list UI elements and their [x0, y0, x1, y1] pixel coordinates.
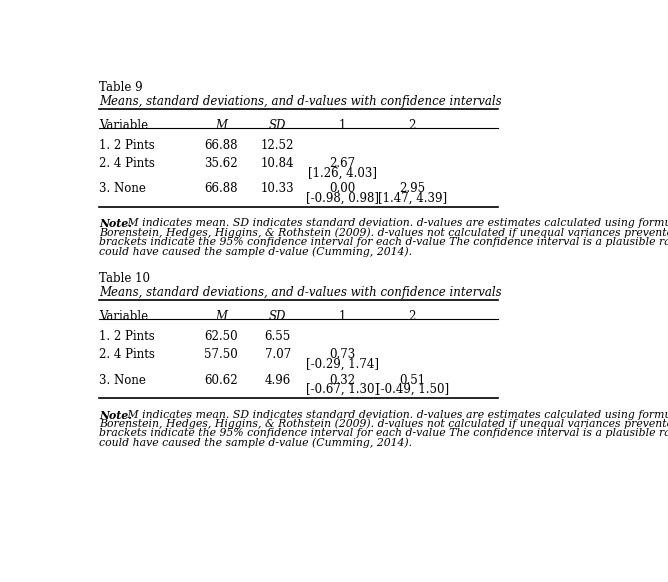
Text: 3. None: 3. None [99, 374, 146, 386]
Text: M: M [214, 310, 226, 323]
Text: M indicates mean. SD indicates standard deviation. d-values are estimates calcul: M indicates mean. SD indicates standard … [124, 218, 668, 229]
Text: 10.33: 10.33 [261, 183, 295, 196]
Text: [1.26, 4.03]: [1.26, 4.03] [308, 166, 377, 179]
Text: Means, standard deviations, and d-values with confidence intervals: Means, standard deviations, and d-values… [99, 286, 502, 300]
Text: 35.62: 35.62 [204, 157, 238, 170]
Text: brackets indicate the 95% confidence interval for each d-value The confidence in: brackets indicate the 95% confidence int… [99, 428, 668, 438]
Text: 1. 2 Pints: 1. 2 Pints [99, 139, 155, 152]
Text: [-0.67, 1.30]: [-0.67, 1.30] [306, 383, 379, 396]
Text: 2. 4 Pints: 2. 4 Pints [99, 157, 155, 170]
Text: could have caused the sample d-value (Cumming, 2014).: could have caused the sample d-value (Cu… [99, 246, 412, 257]
Text: Variable: Variable [99, 119, 148, 132]
Text: 2.95: 2.95 [399, 183, 426, 196]
Text: Table 10: Table 10 [99, 272, 150, 285]
Text: [-0.49, 1.50]: [-0.49, 1.50] [375, 383, 449, 396]
Text: Borenstein, Hedges, Higgins, & Rothstein (2009). d-values not calculated if uneq: Borenstein, Hedges, Higgins, & Rothstein… [99, 228, 668, 239]
Text: 60.62: 60.62 [204, 374, 238, 386]
Text: 4.96: 4.96 [265, 374, 291, 386]
Text: 2. 4 Pints: 2. 4 Pints [99, 348, 155, 361]
Text: Variable: Variable [99, 310, 148, 323]
Text: 57.50: 57.50 [204, 348, 238, 361]
Text: 62.50: 62.50 [204, 331, 238, 343]
Text: [-0.98, 0.98]: [-0.98, 0.98] [306, 192, 379, 205]
Text: [-0.29, 1.74]: [-0.29, 1.74] [306, 357, 379, 371]
Text: 2: 2 [409, 119, 416, 132]
Text: 2.67: 2.67 [329, 157, 355, 170]
Text: could have caused the sample d-value (Cumming, 2014).: could have caused the sample d-value (Cu… [99, 438, 412, 448]
Text: 0.51: 0.51 [399, 374, 426, 386]
Text: 0.00: 0.00 [329, 183, 355, 196]
Text: M: M [214, 119, 226, 132]
Text: Table 9: Table 9 [99, 81, 143, 94]
Text: M indicates mean. SD indicates standard deviation. d-values are estimates calcul: M indicates mean. SD indicates standard … [124, 410, 668, 420]
Text: 10.84: 10.84 [261, 157, 295, 170]
Text: brackets indicate the 95% confidence interval for each d-value The confidence in: brackets indicate the 95% confidence int… [99, 237, 668, 247]
Text: 66.88: 66.88 [204, 183, 237, 196]
Text: 0.32: 0.32 [329, 374, 355, 386]
Text: Note.: Note. [99, 410, 132, 421]
Text: 2: 2 [409, 310, 416, 323]
Text: Means, standard deviations, and d-values with confidence intervals: Means, standard deviations, and d-values… [99, 95, 502, 108]
Text: 1: 1 [339, 119, 346, 132]
Text: 1. 2 Pints: 1. 2 Pints [99, 331, 155, 343]
Text: 6.55: 6.55 [265, 331, 291, 343]
Text: SD: SD [269, 119, 287, 132]
Text: 66.88: 66.88 [204, 139, 237, 152]
Text: 12.52: 12.52 [261, 139, 295, 152]
Text: 1: 1 [339, 310, 346, 323]
Text: 7.07: 7.07 [265, 348, 291, 361]
Text: 0.73: 0.73 [329, 348, 355, 361]
Text: SD: SD [269, 310, 287, 323]
Text: 3. None: 3. None [99, 183, 146, 196]
Text: Borenstein, Hedges, Higgins, & Rothstein (2009). d-values not calculated if uneq: Borenstein, Hedges, Higgins, & Rothstein… [99, 419, 668, 430]
Text: [1.47, 4.39]: [1.47, 4.39] [377, 192, 447, 205]
Text: Note.: Note. [99, 218, 132, 229]
